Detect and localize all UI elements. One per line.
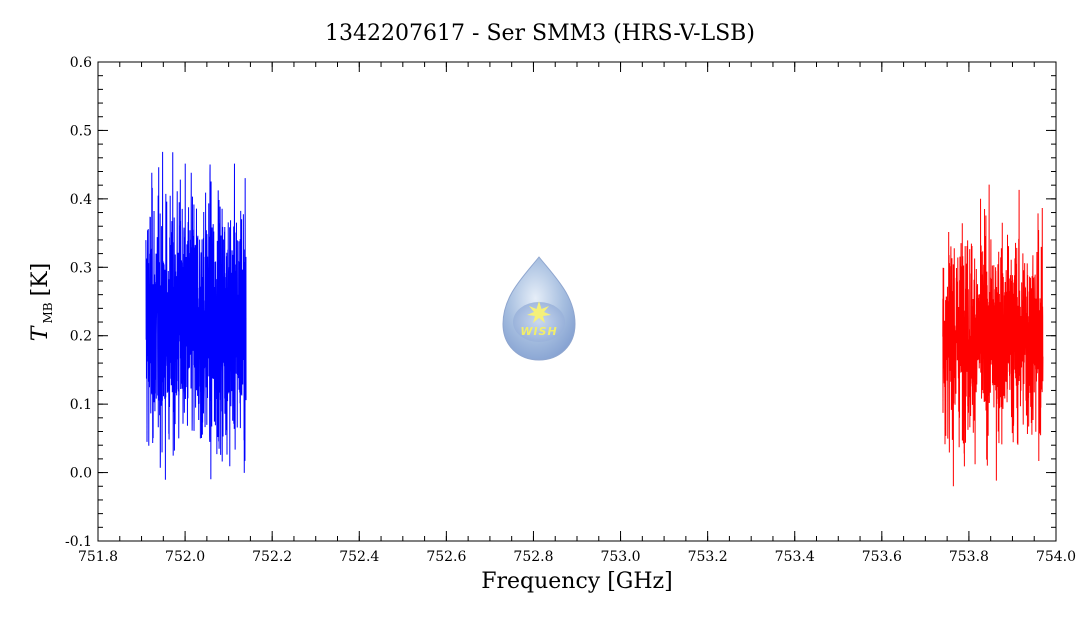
x-tick-label: 752.6 — [426, 549, 466, 565]
logo-text: WISH — [520, 325, 557, 338]
series-layer — [145, 151, 1044, 487]
y-axis-label-subscript: MB — [41, 302, 55, 323]
y-tick-label: 0.5 — [70, 123, 92, 139]
wish-logo: WISH — [502, 256, 576, 361]
spectrum-series-1 — [145, 151, 247, 480]
x-tick-label: 753.6 — [862, 549, 902, 565]
y-axis-label: TMB [K] — [28, 263, 55, 341]
y-tick-label: 0.6 — [70, 55, 92, 71]
x-tick-label: 752.4 — [339, 549, 379, 565]
y-tick-label: 0.0 — [70, 466, 92, 482]
y-tick-labels: -0.1 0.0 0.1 0.2 0.3 0.4 0.5 0.6 — [65, 55, 92, 550]
x-tick-label: 753.2 — [688, 549, 728, 565]
star-icon — [527, 301, 551, 323]
x-tick-labels: 751.8 752.0 752.2 752.4 752.6 752.8 753.0 753.2… — [78, 549, 1076, 565]
spectrum-series-2 — [942, 184, 1044, 487]
x-axis-label: Frequency [GHz] — [481, 569, 673, 594]
y-tick-label: 0.2 — [70, 329, 92, 345]
y-tick-label: 0.3 — [70, 260, 92, 276]
x-tick-label: 752.8 — [513, 549, 553, 565]
svg-text:TMB[K]: TMB [K] — [28, 263, 55, 341]
x-tick-label: 752.0 — [165, 549, 205, 565]
x-tick-label: 753.8 — [949, 549, 989, 565]
x-tick-label: 753.0 — [600, 549, 640, 565]
y-tick-label: 0.1 — [70, 397, 92, 413]
y-axis-label-symbol: T — [28, 324, 53, 341]
x-tick-label: 752.2 — [252, 549, 292, 565]
chart-title: 1342207617 - Ser SMM3 (HRS-V-LSB) — [325, 21, 755, 46]
y-axis-label-unit: [K] — [28, 263, 53, 297]
x-tick-label: 751.8 — [78, 549, 118, 565]
y-tick-label: -0.1 — [65, 534, 92, 550]
x-tick-label: 753.4 — [775, 549, 815, 565]
axis-ticks — [97, 61, 1057, 542]
y-tick-label: 0.4 — [70, 192, 92, 208]
x-tick-label: 754.0 — [1036, 549, 1076, 565]
